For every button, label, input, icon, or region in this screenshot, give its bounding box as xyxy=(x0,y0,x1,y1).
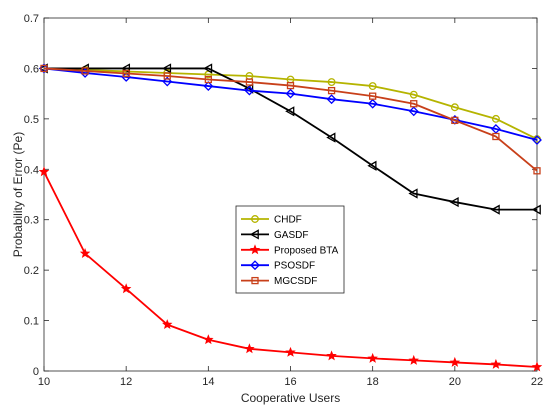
data-point-proposed-bta xyxy=(203,334,214,345)
data-point-gasdf xyxy=(285,106,295,117)
legend-label-gasdf: GASDF xyxy=(274,230,308,241)
data-point-chdf xyxy=(368,82,377,91)
data-point-gasdf xyxy=(531,204,541,215)
legend: CHDF GASDF Proposed BTA PSOSDF MGCSDF xyxy=(235,205,345,294)
legend-item-gasdf: GASDF xyxy=(241,229,308,241)
series-proposed-bta xyxy=(38,166,543,372)
x-tick-label: 12 xyxy=(120,376,132,388)
legend-marker-gasdf xyxy=(249,229,259,240)
y-tick-label: 0 xyxy=(33,366,39,378)
data-point-mgcsdf xyxy=(369,92,377,100)
data-point-proposed-bta xyxy=(531,361,543,372)
data-point-psosdf xyxy=(244,85,255,96)
data-point-psosdf xyxy=(367,98,378,109)
data-point-mgcsdf xyxy=(327,86,336,95)
data-point-gasdf xyxy=(490,204,500,215)
x-tick-label: 18 xyxy=(367,376,379,388)
data-point-mgcsdf xyxy=(533,167,541,175)
data-point-mgcsdf xyxy=(40,64,48,73)
data-point-chdf xyxy=(450,103,459,112)
data-point-chdf xyxy=(409,90,418,99)
data-point-gasdf xyxy=(408,188,418,199)
data-point-mgcsdf xyxy=(163,72,171,80)
data-point-proposed-bta xyxy=(38,166,50,177)
legend-item-proposed-bta: Proposed BTA xyxy=(241,244,339,256)
data-point-chdf xyxy=(327,78,336,86)
x-tick-label: 10 xyxy=(38,376,50,388)
y-tick-label: 0.7 xyxy=(24,13,39,25)
data-point-psosdf xyxy=(285,88,296,99)
data-point-psosdf xyxy=(326,94,337,105)
data-point-proposed-bta xyxy=(367,352,378,363)
legend-label-psosdf: PSOSDF xyxy=(274,261,315,272)
data-point-mgcsdf xyxy=(286,81,295,90)
data-point-proposed-bta xyxy=(162,319,173,330)
x-tick-label: 22 xyxy=(531,376,543,388)
x-tick-label: 14 xyxy=(202,376,214,388)
data-point-chdf xyxy=(491,114,500,123)
data-point-mgcsdf xyxy=(122,69,130,78)
data-point-gasdf xyxy=(367,160,377,171)
legend-marker-psosdf xyxy=(250,260,260,271)
data-point-mgcsdf xyxy=(204,75,212,84)
series-layer xyxy=(38,63,543,372)
data-point-proposed-bta xyxy=(408,354,419,365)
data-point-proposed-bta xyxy=(490,358,502,369)
x-tick-label: 16 xyxy=(284,376,296,388)
data-point-mgcsdf xyxy=(245,78,254,86)
data-point-psosdf xyxy=(408,106,419,117)
y-tick-label: 0.1 xyxy=(24,316,39,328)
series-line-mgcsdf xyxy=(43,67,538,172)
legend-marker-mgcsdf xyxy=(251,276,259,285)
data-point-psosdf xyxy=(532,135,542,145)
series-gasdf xyxy=(38,63,541,215)
data-point-proposed-bta xyxy=(285,346,296,357)
data-point-mgcsdf xyxy=(451,116,459,125)
y-tick-label: 0.4 xyxy=(24,164,39,176)
series-line-chdf xyxy=(43,67,538,140)
series-mgcsdf xyxy=(40,64,541,175)
y-tick-label: 0.6 xyxy=(24,63,39,75)
data-point-proposed-bta xyxy=(449,356,461,367)
legend-marker-proposed-bta xyxy=(249,244,261,255)
data-point-proposed-bta xyxy=(326,350,337,361)
legend-label-proposed-bta: Proposed BTA xyxy=(274,245,339,256)
axis-ticks: 10 12 14 16 18 20 22 0 0.1 0.2 0.3 0.4 0.5 0.6 0.7 xyxy=(24,13,543,388)
y-axis-label: Probability of Error (Pe) xyxy=(11,132,25,257)
data-point-mgcsdf xyxy=(81,67,89,75)
legend-item-psosdf: PSOSDF xyxy=(241,260,315,272)
legend-item-chdf: CHDF xyxy=(241,215,302,226)
legend-item-mgcsdf: MGCSDF xyxy=(241,276,317,287)
data-point-psosdf xyxy=(162,76,173,87)
legend-marker-chdf xyxy=(251,215,259,223)
data-point-mgcsdf xyxy=(492,132,500,141)
data-point-proposed-bta xyxy=(244,343,255,354)
y-tick-label: 0.2 xyxy=(24,265,39,277)
data-point-proposed-bta xyxy=(120,283,132,294)
data-point-mgcsdf xyxy=(410,100,418,108)
legend-label-chdf: CHDF xyxy=(274,215,302,226)
x-axis-label: Cooperative Users xyxy=(241,391,340,405)
data-point-psosdf xyxy=(203,81,214,91)
data-point-gasdf xyxy=(449,196,459,208)
legend-label-mgcsdf: MGCSDF xyxy=(274,276,317,287)
x-tick-label: 20 xyxy=(449,376,461,388)
data-point-gasdf xyxy=(161,63,172,74)
y-tick-label: 0.5 xyxy=(24,114,39,126)
data-point-gasdf xyxy=(202,63,213,74)
data-point-proposed-bta xyxy=(79,247,91,258)
series-line-gasdf xyxy=(44,67,537,211)
y-tick-label: 0.3 xyxy=(24,215,39,227)
data-point-gasdf xyxy=(326,132,336,143)
